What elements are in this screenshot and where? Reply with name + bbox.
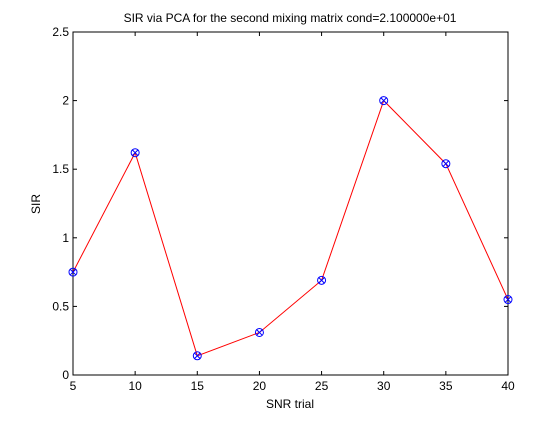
y-tick-label: 1 (62, 231, 69, 245)
x-tick-label: 25 (315, 379, 329, 393)
x-tick-label: 10 (128, 379, 142, 393)
data-point (192, 351, 202, 361)
chart-title: SIR via PCA for the second mixing matrix… (124, 11, 457, 25)
y-tick-label: 0.5 (52, 299, 69, 313)
data-point (130, 148, 140, 158)
x-tick-label: 30 (377, 379, 391, 393)
x-tick-label: 5 (70, 379, 77, 393)
data-point (503, 295, 513, 305)
data-point (254, 327, 264, 337)
plot-area: 5 10 15 20 25 30 35 40 0 0.5 1 1.5 2 2.5 (52, 25, 515, 393)
x-tick-label: 20 (253, 379, 267, 393)
y-axis-title: SIR (29, 194, 43, 214)
y-tick-label: 0 (62, 368, 69, 382)
series-line (72, 99, 509, 357)
y-tick-label: 2.5 (52, 25, 69, 39)
x-axis-title: SNR trial (266, 397, 314, 411)
y-tick-label: 1.5 (52, 162, 69, 176)
data-point (379, 96, 389, 106)
axes-box (72, 31, 509, 376)
data-point (68, 267, 78, 277)
data-point (317, 275, 327, 285)
data-point (441, 159, 451, 169)
x-tick-label: 35 (439, 379, 453, 393)
x-tick-label: 40 (501, 379, 515, 393)
y-tick-label: 2 (62, 94, 69, 108)
x-tick-label: 15 (191, 379, 205, 393)
